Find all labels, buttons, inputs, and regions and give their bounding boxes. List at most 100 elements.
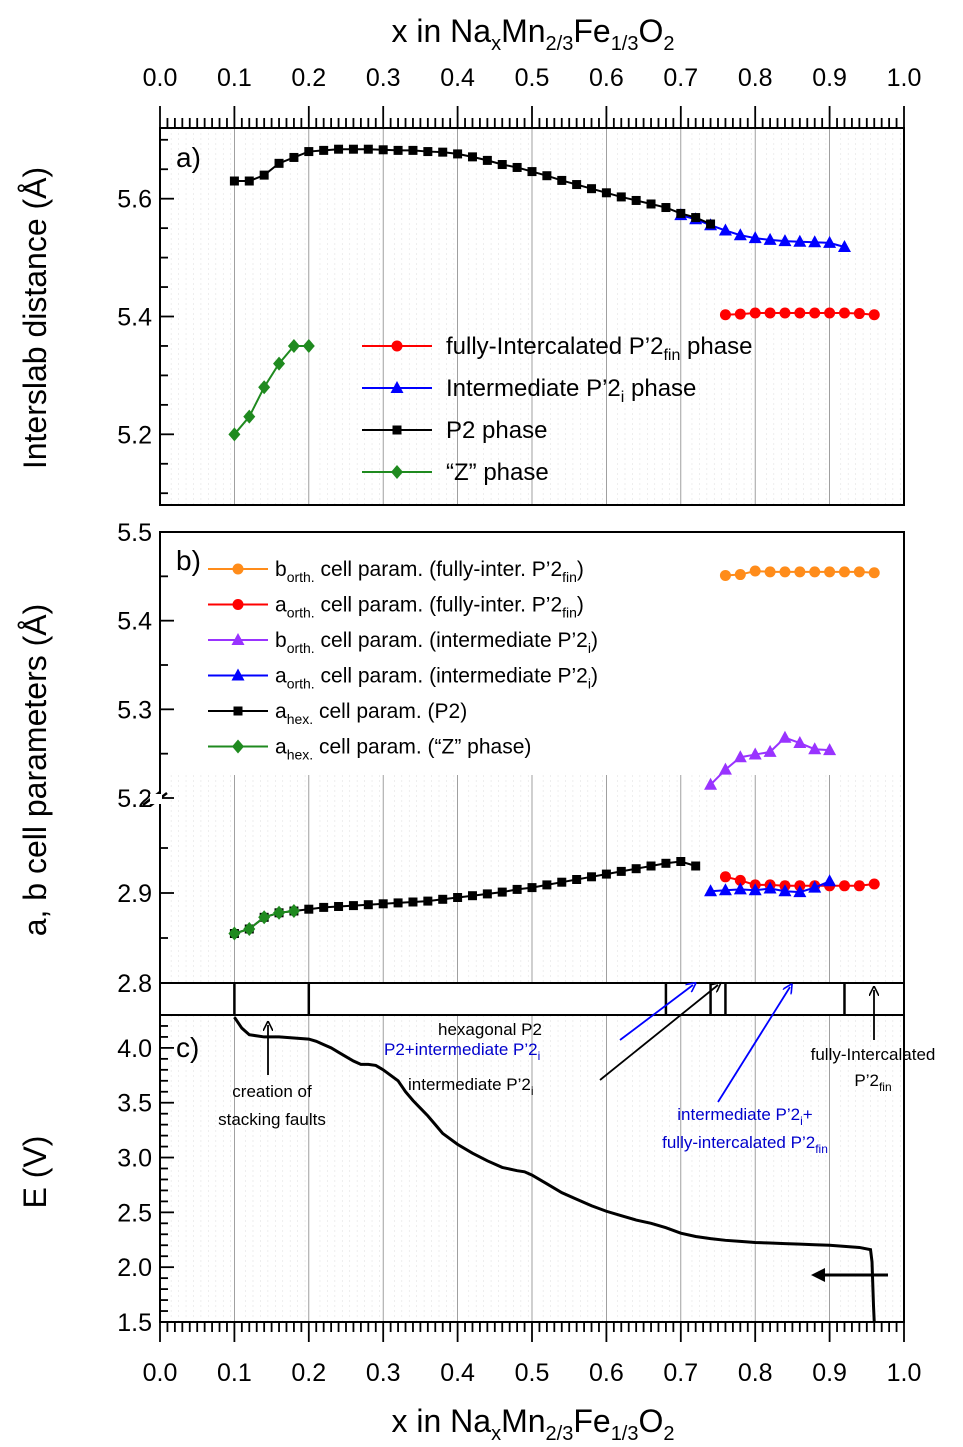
panel-b-y-tick-label: 5.2 [117,785,152,813]
panel-a-legend-marker-2 [392,425,402,435]
panel-c-y-tick-label: 4.0 [117,1035,152,1063]
bottom-x-tick-label: 0.2 [291,1359,326,1387]
panel-b-y-tick-label: 2.9 [117,880,152,908]
panel-a-series-1-point-10 [823,235,837,248]
panel-a-series-2-point-14 [438,147,448,157]
phase-bar-label: hexagonal P2 [438,1020,542,1039]
bottom-x-tick-label: 0.0 [143,1359,178,1387]
panel-b-y-tick-label: 5.4 [117,608,152,636]
panel-b-series-2-point-5 [778,730,792,743]
panel-a-series-0-point-1 [734,308,746,320]
panel-a-series-2-point-15 [453,149,463,159]
panel-b-series-2-point-4 [763,744,777,757]
panel-a-series-2-point-3 [274,158,284,168]
panel-a-label: a) [176,142,201,173]
panel-c-y-axis-title: E (V) [17,1136,53,1209]
panel-a-series-0-point-4 [779,307,791,319]
axis-break-gap [150,794,162,804]
top-x-tick-label: 0.8 [738,64,773,92]
panel-a-series-0-point-6 [809,307,821,319]
panel-a-series-2-point-26 [616,192,626,202]
panel-c-y-tick-label: 3.5 [117,1090,152,1118]
panel-b-series-4-point-7 [334,902,344,911]
panel-a-series-0-point-5 [794,307,806,319]
panel-a-series-1-point-11 [837,239,851,252]
panel-b-series-4-point-13 [423,896,433,906]
panel-a-legend-text-3: “Z” phase [446,459,549,486]
panel-a-series-1-point-7 [778,234,792,247]
top-x-tick-labels: 0.0 0.1 0.2 0.3 0.4 0.5 0.6 0.7 0.8 0.9 1.0 [143,64,922,92]
panel-b-legend-marker-4 [233,706,243,716]
panel-a-series-2-point-21 [542,171,552,181]
panel-a-series-0-point-7 [824,307,836,319]
bottom-x-tick-label: 0.3 [366,1359,401,1387]
panel-b-series-0-point-7 [824,566,836,578]
panel-a-y-tick-label: 5.2 [117,421,152,449]
annotation-creation-line2: stacking faults [218,1110,326,1129]
top-x-tick-label: 0.1 [217,64,252,92]
panel-b-series-4-point-29 [661,858,671,868]
bottom-x-tick-label: 0.4 [440,1359,475,1387]
panel-b-series-5-point-1 [243,922,256,936]
top-x-tick-label: 0.2 [291,64,326,92]
panel-a-series-0-point-2 [749,307,761,319]
annotation-intermediate: intermediate P’2i [408,1075,534,1098]
panel-a-series-0-point-3 [764,307,776,319]
panel-a-series-2-point-6 [319,145,329,155]
panel-a-legend-text-0: fully-Intercalated P’2fin phase [446,333,752,364]
panel-c-y-tick-label: 2.5 [117,1199,152,1227]
panel-a-y-tick-label: 5.4 [117,304,152,332]
panel-a-legend-marker-1 [390,381,404,393]
bottom-x-tick-label: 0.9 [812,1359,847,1387]
panel-b-series-4-point-25 [601,869,611,879]
panel-b-series-1-point-0 [719,871,731,883]
panel-a-series-1-point-8 [793,234,807,247]
panel-c-voltage: 4.0 3.5 3.0 2.5 2.0 1.5 [117,1014,905,1342]
panel-b-series-4-point-30 [676,857,686,866]
panel-b-series-0-point-10 [868,567,880,579]
panel-a-series-2-point-32 [706,219,716,229]
panel-b-series-3-point-4 [763,881,777,894]
panel-a-series-2-point-25 [601,188,611,198]
panel-b-series-4-point-24 [587,872,597,882]
panel-b-series-4-point-27 [631,864,641,874]
bottom-x-axis-title: x in NaxMn2/3Fe1/3O2 [391,1403,674,1445]
bottom-x-tick-label: 0.8 [738,1359,773,1387]
panel-a-legend-text-1: Intermediate P’2i phase [446,375,696,406]
panel-b-label: b) [176,545,201,576]
panel-c-voltage-curve [233,1016,876,1323]
panel-b-series-1-point-1 [734,874,746,886]
panel-a-series-1-point-4 [733,228,747,241]
annotation-p2-intermediate: P2+intermediate P’2i [384,1040,540,1063]
panel-b-series-0-point-5 [794,566,806,578]
panel-b-legend-text-5: ahex. cell param. (“Z” phase) [275,736,531,763]
panel-b-series-3-point-1 [718,883,732,896]
panel-b-series-0-point-0 [719,569,731,581]
panel-b-legend-marker-0 [232,563,244,575]
panel-b-series-4-point-19 [512,884,522,894]
panel-a-series-2-point-1 [244,176,254,186]
panel-c-y-tick-label: 1.5 [117,1309,152,1337]
panel-a-series-3-point-5 [302,338,315,353]
panel-b-series-4-point-21 [542,880,552,890]
arrow-intermediate-plus-fully [717,987,790,1103]
panel-a-series-2-point-23 [572,180,582,190]
panel-a-series-2-point-2 [259,170,269,180]
top-x-tick-label: 1.0 [887,64,922,92]
panel-b-series-0-point-2 [749,565,761,577]
panel-b-series-4-point-5 [304,904,314,914]
top-x-tick-label: 0.0 [143,64,178,92]
panel-a-series-2-point-5 [304,147,314,157]
panel-a-series-0-point-10 [868,309,880,321]
top-x-axis-title: x in NaxMn2/3Fe1/3O2 [391,13,674,55]
panel-b-series-4-line [234,860,696,935]
panel-a-series-2-point-30 [676,208,686,218]
panel-b-series-1-point-9 [853,880,865,892]
panel-b-series-4-point-9 [363,900,373,910]
panel-a-series-2-point-19 [512,162,522,172]
panel-a-series-2-point-18 [497,160,507,170]
panel-a-series-2-point-0 [229,176,239,186]
panel-b-legend-marker-3 [231,668,245,681]
panel-b-series-3-point-3 [748,883,762,896]
panel-b-legend: borth. cell param. (fully-inter. P’2fin)… [208,558,598,763]
